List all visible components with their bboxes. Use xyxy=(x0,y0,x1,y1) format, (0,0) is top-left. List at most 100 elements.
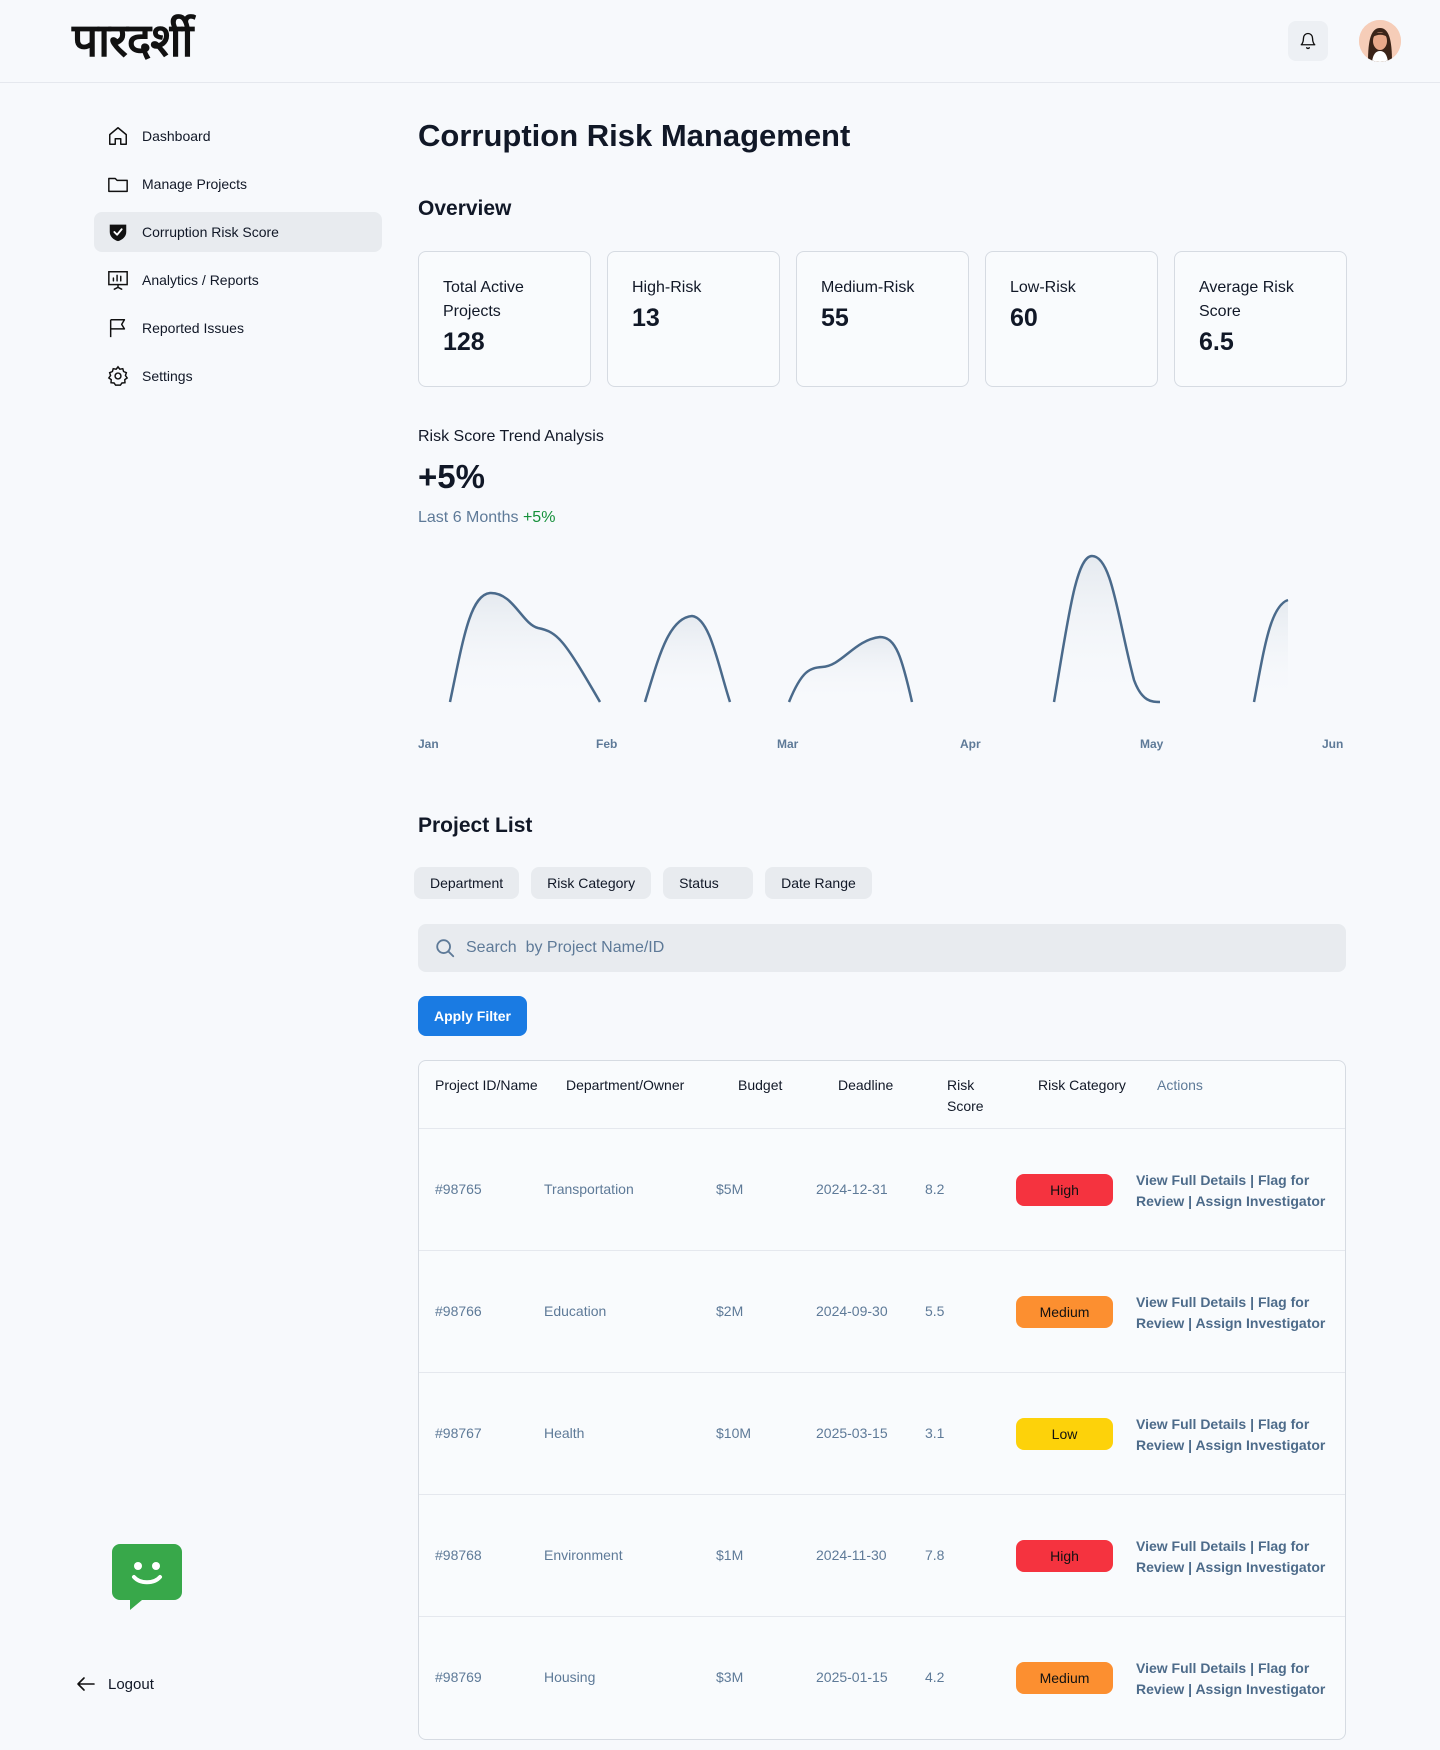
column-header: Risk Category xyxy=(1038,1077,1126,1093)
flag-review-link[interactable]: Flag for Review xyxy=(1136,1172,1310,1209)
app-logo[interactable]: पारदर्शी xyxy=(72,13,193,67)
risk-category-badge: Medium xyxy=(1016,1662,1113,1694)
filter-status[interactable]: Status xyxy=(663,867,754,899)
x-tick-label: Feb xyxy=(596,737,618,751)
table-row: #98767 Health $10M 2025-03-15 3.1 Low View Ful… xyxy=(419,1373,1345,1495)
stat-value: 55 xyxy=(821,304,849,332)
column-header: Actions xyxy=(1157,1077,1203,1093)
column-header: Risk Score xyxy=(947,1077,984,1114)
row-actions: View Full Details | Flag for Review | As… xyxy=(1136,1170,1331,1212)
sidebar-item-analytics[interactable]: Analytics / Reports xyxy=(94,260,382,300)
page-title: Corruption Risk Management xyxy=(418,118,851,153)
cell-budget: $1M xyxy=(716,1547,744,1563)
action-separator: | xyxy=(1184,1315,1196,1331)
flag-review-link[interactable]: Flag for Review xyxy=(1136,1660,1310,1697)
trend-period: Last 6 Months xyxy=(418,509,519,526)
top-header: पारदर्शी xyxy=(0,0,1440,83)
filter-chips: Department Risk Category Status Date Ran… xyxy=(414,867,872,899)
action-separator: | xyxy=(1246,1294,1258,1310)
action-separator: | xyxy=(1246,1660,1258,1676)
trend-title: Risk Score Trend Analysis xyxy=(418,428,604,445)
table-row: #98768 Environment $1M 2024-11-30 7.8 High Vie… xyxy=(419,1495,1345,1617)
stat-value: 128 xyxy=(443,328,485,356)
cell-department: Health xyxy=(544,1425,585,1441)
user-avatar[interactable] xyxy=(1359,20,1401,62)
table-row: #98769 Housing $3M 2025-01-15 4.2 Medium View … xyxy=(419,1617,1345,1739)
sidebar-item-dashboard[interactable]: Dashboard xyxy=(94,116,382,156)
search-input[interactable] xyxy=(466,939,1266,957)
filter-risk-category[interactable]: Risk Category xyxy=(531,867,652,899)
action-separator: | xyxy=(1184,1193,1196,1209)
filter-department[interactable]: Department xyxy=(414,867,520,899)
flag-review-link[interactable]: Flag for Review xyxy=(1136,1416,1310,1453)
trend-area-1 xyxy=(450,592,600,702)
stat-label: Low-Risk xyxy=(1010,279,1076,296)
column-header: Department/Owner xyxy=(566,1077,685,1093)
cell-project-id: #98768 xyxy=(435,1547,482,1563)
assign-investigator-link[interactable]: Assign Investigator xyxy=(1195,1437,1326,1453)
project-list-title: Project List xyxy=(418,814,533,837)
risk-category-badge: High xyxy=(1016,1174,1113,1206)
cell-project-id: #98767 xyxy=(435,1425,482,1441)
assign-investigator-link[interactable]: Assign Investigator xyxy=(1195,1681,1326,1697)
stat-value: 6.5 xyxy=(1199,328,1234,356)
stat-card-average-score: Average Risk Score 6.5 xyxy=(1174,251,1347,387)
cell-risk-score: 3.1 xyxy=(925,1425,945,1441)
stat-value: 13 xyxy=(632,304,660,332)
sidebar-item-manage-projects[interactable]: Manage Projects xyxy=(94,164,382,204)
logout-button[interactable]: Logout xyxy=(74,1672,154,1696)
assign-investigator-link[interactable]: Assign Investigator xyxy=(1195,1193,1326,1209)
cell-deadline: 2025-03-15 xyxy=(816,1425,888,1441)
sidebar-item-label: Manage Projects xyxy=(142,176,248,192)
cell-deadline: 2024-09-30 xyxy=(816,1303,888,1319)
cell-project-id: #98765 xyxy=(435,1181,482,1197)
view-details-link[interactable]: View Full Details xyxy=(1136,1660,1247,1676)
stat-card-medium-risk: Medium-Risk 55 xyxy=(796,251,969,387)
filter-date-range[interactable]: Date Range xyxy=(765,867,872,899)
trend-line-1 xyxy=(448,591,602,703)
chatbot-button[interactable] xyxy=(112,1544,182,1612)
assign-investigator-link[interactable]: Assign Investigator xyxy=(1195,1315,1326,1331)
risk-category-badge: High xyxy=(1016,1540,1113,1572)
x-tick-label: Jun xyxy=(1322,737,1344,751)
sidebar-item-settings[interactable]: Settings xyxy=(94,356,382,396)
cell-budget: $3M xyxy=(716,1669,744,1685)
cell-risk-score: 4.2 xyxy=(925,1669,945,1685)
logout-label: Logout xyxy=(108,1675,154,1693)
sidebar-item-corruption-risk-score[interactable]: Corruption Risk Score xyxy=(94,212,382,252)
project-table: Project ID/Name Department/Owner Budget … xyxy=(418,1060,1346,1740)
gear-icon xyxy=(106,364,130,388)
trend-line-4 xyxy=(1052,554,1161,704)
action-separator: | xyxy=(1184,1559,1196,1575)
cell-budget: $5M xyxy=(716,1181,744,1197)
sidebar-item-label: Corruption Risk Score xyxy=(142,224,279,240)
apply-filter-button[interactable]: Apply Filter xyxy=(418,996,528,1036)
cell-project-id: #98769 xyxy=(435,1669,482,1685)
cell-deadline: 2025-01-15 xyxy=(816,1669,888,1685)
x-tick-label: Jan xyxy=(418,737,439,751)
flag-review-link[interactable]: Flag for Review xyxy=(1136,1538,1310,1575)
cell-department: Housing xyxy=(544,1669,596,1685)
view-details-link[interactable]: View Full Details xyxy=(1136,1294,1247,1310)
bell-icon xyxy=(1300,32,1316,50)
trend-change: +5% xyxy=(522,509,556,526)
cell-department: Education xyxy=(544,1303,607,1319)
column-header: Budget xyxy=(738,1077,783,1093)
view-details-link[interactable]: View Full Details xyxy=(1136,1416,1247,1432)
folder-icon xyxy=(106,172,130,196)
view-details-link[interactable]: View Full Details xyxy=(1136,1538,1247,1554)
cell-department: Environment xyxy=(544,1547,623,1563)
action-separator: | xyxy=(1246,1172,1258,1188)
trend-area-2 xyxy=(645,616,730,702)
table-row: #98766 Education $2M 2024-09-30 5.5 Medium Vie… xyxy=(419,1251,1345,1373)
stat-label: High-Risk xyxy=(632,279,702,296)
assign-investigator-link[interactable]: Assign Investigator xyxy=(1195,1559,1326,1575)
flag-review-link[interactable]: Flag for Review xyxy=(1136,1294,1310,1331)
notifications-button[interactable] xyxy=(1288,21,1328,61)
stat-card-total: Total Active Projects 128 xyxy=(418,251,591,387)
sidebar-item-reported-issues[interactable]: Reported Issues xyxy=(94,308,382,348)
stat-card-low-risk: Low-Risk 60 xyxy=(985,251,1158,387)
action-separator: | xyxy=(1246,1416,1258,1432)
trend-line-5 xyxy=(1252,598,1289,703)
view-details-link[interactable]: View Full Details xyxy=(1136,1172,1247,1188)
